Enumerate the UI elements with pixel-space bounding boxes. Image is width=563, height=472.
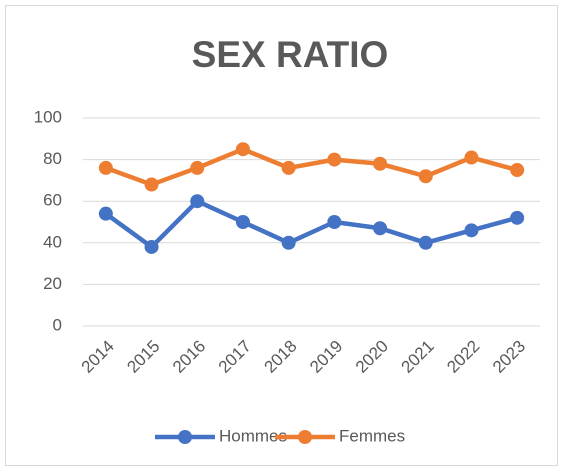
point bbox=[464, 150, 479, 165]
legend-marker bbox=[178, 430, 192, 444]
legend-label: Femmes bbox=[339, 426, 405, 445]
point bbox=[144, 239, 159, 254]
point bbox=[418, 235, 433, 250]
point bbox=[281, 160, 296, 175]
point bbox=[235, 215, 250, 229]
point bbox=[373, 221, 388, 236]
point bbox=[281, 235, 296, 250]
point bbox=[190, 194, 205, 209]
y-tick-label: 80 bbox=[43, 149, 62, 168]
point bbox=[418, 169, 433, 184]
y-tick-label: 0 bbox=[53, 315, 62, 334]
point bbox=[98, 206, 113, 221]
point bbox=[510, 210, 525, 225]
point bbox=[510, 163, 525, 177]
point bbox=[464, 223, 479, 238]
point bbox=[98, 160, 113, 175]
chart-border bbox=[5, 5, 558, 466]
point bbox=[190, 160, 205, 175]
point bbox=[327, 215, 342, 229]
legend-label: Hommes bbox=[219, 426, 287, 445]
point bbox=[235, 142, 250, 157]
line bbox=[105, 146, 518, 187]
point bbox=[144, 177, 159, 192]
chart-title: SEX RATIO bbox=[192, 34, 389, 75]
line bbox=[104, 198, 518, 250]
y-tick-label: 60 bbox=[43, 191, 62, 210]
point bbox=[327, 152, 342, 167]
y-tick-label: 40 bbox=[43, 232, 62, 251]
y-tick-label: 20 bbox=[43, 274, 62, 293]
y-tick-label: 100 bbox=[34, 107, 62, 126]
legend-marker bbox=[298, 430, 312, 444]
point bbox=[373, 156, 388, 171]
